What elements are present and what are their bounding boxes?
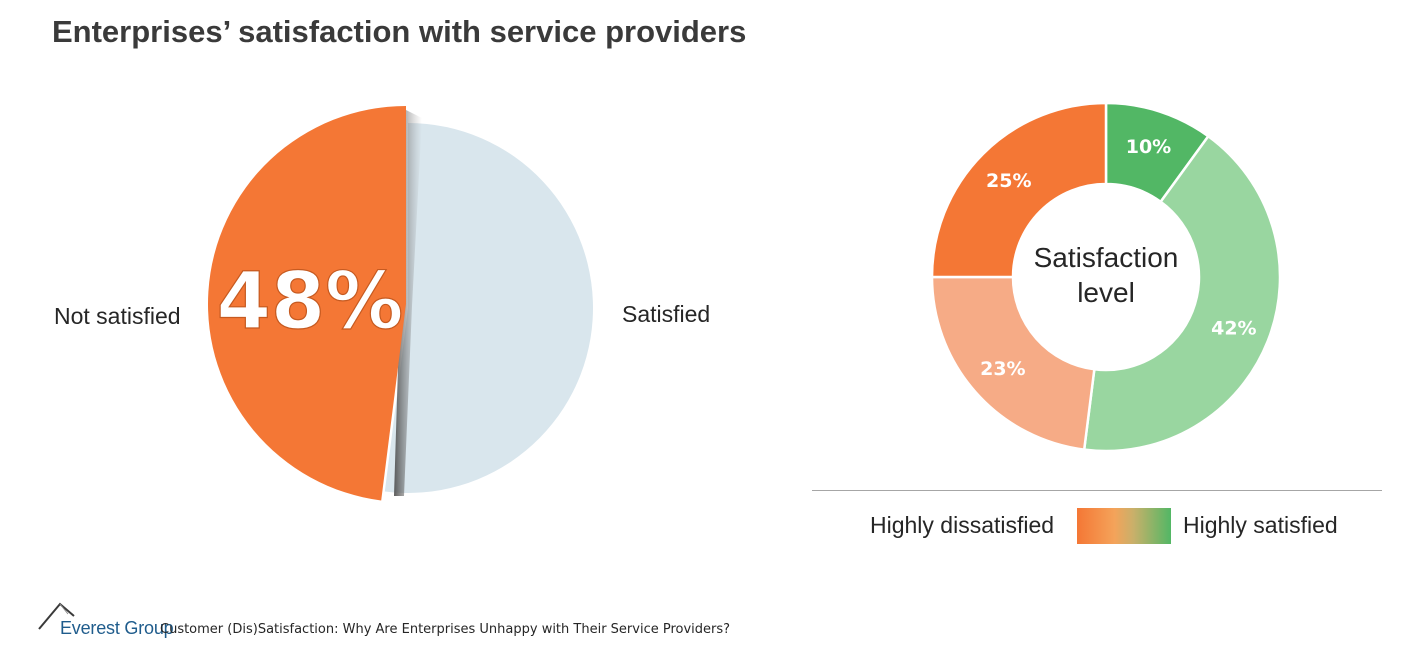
legend-gradient-bar (1077, 508, 1171, 544)
donut-label-25: 25% (986, 170, 1031, 192)
label-satisfied: Satisfied (622, 301, 711, 327)
pie-data-label-not-satisfied: 48% (217, 257, 404, 347)
footer-brand: Everest Group (60, 618, 174, 638)
legend-highly-satisfied: Highly satisfied (1183, 512, 1338, 538)
legend-highly-dissatisfied: Highly dissatisfied (870, 512, 1055, 538)
donut-slice-25 (930, 101, 1108, 279)
pie-slice-not-satisfied (207, 106, 406, 501)
footer-source: Customer (Dis)Satisfaction: Why Are Ente… (160, 622, 731, 637)
pie-slice-satisfied (384, 123, 593, 493)
legend-divider (812, 490, 1382, 491)
donut-center-title-line1: Satisfaction (1034, 242, 1179, 273)
pie-slice-shadow (394, 110, 422, 496)
footer: Everest Group Customer (Dis)Satisfaction… (38, 602, 738, 642)
donut-slice-42 (1082, 134, 1282, 453)
donut-label-10: 10% (1126, 136, 1171, 158)
donut-label-42: 42% (1211, 318, 1256, 340)
page-title: Enterprises’ satisfaction with service p… (52, 14, 747, 49)
mountain-logo-icon (38, 602, 75, 630)
donut-slice-23 (930, 275, 1096, 452)
donut-center-title-line2: level (1077, 277, 1135, 308)
label-not-satisfied: Not satisfied (54, 303, 181, 329)
donut-label-23: 23% (980, 358, 1025, 380)
